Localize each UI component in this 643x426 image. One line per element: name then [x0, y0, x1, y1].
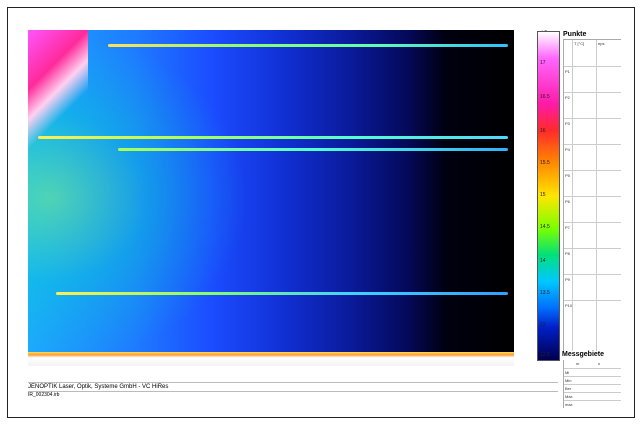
scale-tick: 15 [540, 192, 546, 198]
points-row[interactable]: P5 [564, 170, 621, 197]
points-table: T [°C] eps P1 P2 P3 P4 P5 P6 P7 P8 P9 P1… [563, 39, 621, 351]
areas-row[interactable]: Mi [564, 368, 621, 377]
areas-row[interactable]: Max [564, 392, 621, 401]
points-row[interactable]: P3 [564, 118, 621, 145]
scale-tick: 16 [540, 128, 546, 134]
streak-3 [118, 148, 508, 151]
points-row[interactable]: P2 [564, 92, 621, 119]
areas-title: Messgebiete [562, 351, 605, 358]
areas-row[interactable]: Ber [564, 384, 621, 393]
points-col-header: T [°C] [574, 41, 585, 46]
areas-col-header: m [576, 361, 580, 366]
scale-tick: 17 [540, 60, 546, 66]
scale-tick: 12.5 [540, 352, 550, 358]
areas-table: m s Mi Min Ber Max max [563, 360, 621, 408]
areas-row[interactable]: max [564, 400, 621, 409]
points-row[interactable]: P7 [564, 222, 621, 249]
bottom-warm-edge [28, 352, 514, 366]
points-row[interactable]: P8 [564, 248, 621, 275]
points-title: Punkte [563, 31, 587, 38]
points-col-header: eps [598, 41, 605, 46]
color-scale-bar: 17 16.5 16 15.5 15 14.5 14 13.5 13 12.5 [537, 31, 560, 361]
points-row[interactable]: P4 [564, 144, 621, 171]
scale-tick: 13 [540, 322, 546, 328]
points-row[interactable]: P6 [564, 196, 621, 223]
points-row[interactable]: P10 [564, 300, 621, 327]
points-row[interactable]: P1 [564, 66, 621, 93]
scale-tick: 15.5 [540, 160, 550, 166]
hot-corner-region [28, 30, 88, 170]
streak-1 [108, 44, 508, 47]
footer-filename: IR_002304.irb [28, 392, 60, 398]
streak-4 [56, 292, 508, 295]
streak-2 [38, 136, 508, 139]
points-panel: Punkte [563, 31, 621, 401]
points-row[interactable]: P9 [564, 274, 621, 301]
scale-tick: 14.5 [540, 224, 550, 230]
scale-tick: 13.5 [540, 290, 550, 296]
footer-divider [28, 382, 558, 383]
footer-company: JENOPTIK Laser, Optik, Systeme GmbH - VC… [28, 384, 169, 390]
scale-tick: 14 [540, 258, 546, 264]
thermogram-image [28, 30, 514, 366]
footer-divider [28, 391, 558, 392]
areas-col-header: s [598, 361, 600, 366]
areas-row[interactable]: Min [564, 376, 621, 385]
scale-tick: 16.5 [540, 94, 550, 100]
